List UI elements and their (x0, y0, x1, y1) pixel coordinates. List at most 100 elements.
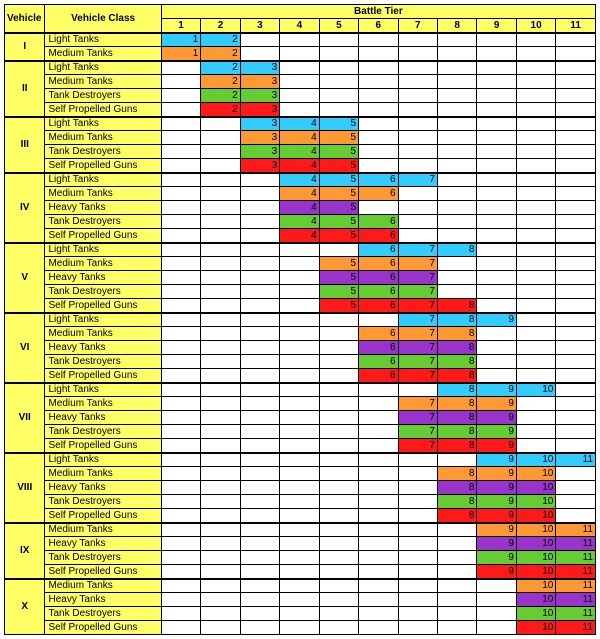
cell-bt-2 (201, 257, 240, 271)
cell-bt-2 (201, 229, 240, 243)
cell-bt-2 (201, 495, 240, 509)
cell-bt-1 (161, 411, 200, 425)
cell-bt-4 (280, 425, 319, 439)
cell-bt-8 (437, 523, 476, 537)
cell-bt-3 (240, 327, 279, 341)
cell-bt-4 (280, 257, 319, 271)
cell-bt-4 (280, 439, 319, 453)
cell-bt-2 (201, 523, 240, 537)
vehicle-class-label: Heavy Tanks (45, 481, 161, 495)
cell-bt-6: 6 (359, 355, 398, 369)
cell-bt-3 (240, 355, 279, 369)
vehicle-class-label: Tank Destroyers (45, 551, 161, 565)
cell-bt-2 (201, 425, 240, 439)
cell-bt-10 (516, 173, 555, 187)
cell-bt-2 (201, 579, 240, 593)
cell-bt-8: 8 (437, 495, 476, 509)
header-bt-6: 6 (359, 19, 398, 33)
cell-bt-2: 2 (201, 75, 240, 89)
cell-bt-1 (161, 285, 200, 299)
cell-bt-8: 8 (437, 397, 476, 411)
tier-IX-row-medium: IXMedium Tanks91011 (5, 523, 596, 537)
cell-bt-8: 8 (437, 439, 476, 453)
cell-bt-8: 8 (437, 411, 476, 425)
cell-bt-2: 2 (201, 103, 240, 117)
cell-bt-7 (398, 621, 437, 635)
cell-bt-7 (398, 215, 437, 229)
matchmaking-table: Vehicle Tier Vehicle Class Battle Tier 1… (4, 4, 596, 635)
cell-bt-7: 7 (398, 313, 437, 327)
cell-bt-2 (201, 271, 240, 285)
cell-bt-2 (201, 565, 240, 579)
cell-bt-9: 9 (477, 523, 516, 537)
cell-bt-4 (280, 271, 319, 285)
cell-bt-5: 5 (319, 285, 358, 299)
header-vehicle-class: Vehicle Class (45, 5, 161, 33)
cell-bt-9 (477, 607, 516, 621)
cell-bt-11 (556, 397, 596, 411)
cell-bt-2 (201, 621, 240, 635)
vehicle-class-label: Medium Tanks (45, 523, 161, 537)
cell-bt-8: 8 (437, 467, 476, 481)
cell-bt-8 (437, 285, 476, 299)
vehicle-tier-X: X (5, 579, 45, 635)
cell-bt-6: 6 (359, 243, 398, 257)
cell-bt-10 (516, 243, 555, 257)
cell-bt-4 (280, 355, 319, 369)
cell-bt-3 (240, 369, 279, 383)
cell-bt-9 (477, 89, 516, 103)
vehicle-class-label: Self Propelled Guns (45, 439, 161, 453)
cell-bt-1 (161, 117, 200, 131)
cell-bt-6 (359, 621, 398, 635)
header-bt-8: 8 (437, 19, 476, 33)
header-vehicle-tier: Vehicle Tier (5, 5, 45, 33)
cell-bt-4: 4 (280, 117, 319, 131)
cell-bt-5: 5 (319, 201, 358, 215)
cell-bt-4 (280, 523, 319, 537)
cell-bt-3 (240, 257, 279, 271)
vehicle-class-label: Self Propelled Guns (45, 369, 161, 383)
cell-bt-7 (398, 229, 437, 243)
cell-bt-5: 5 (319, 271, 358, 285)
cell-bt-2 (201, 327, 240, 341)
cell-bt-10 (516, 33, 555, 47)
cell-bt-10 (516, 131, 555, 145)
cell-bt-9: 9 (477, 397, 516, 411)
cell-bt-7: 7 (398, 369, 437, 383)
cell-bt-9: 9 (477, 481, 516, 495)
cell-bt-10 (516, 159, 555, 173)
cell-bt-5 (319, 61, 358, 75)
cell-bt-2 (201, 551, 240, 565)
cell-bt-9 (477, 327, 516, 341)
cell-bt-2 (201, 187, 240, 201)
cell-bt-3 (240, 201, 279, 215)
vehicle-tier-I: I (5, 33, 45, 61)
cell-bt-11 (556, 341, 596, 355)
cell-bt-8 (437, 117, 476, 131)
cell-bt-4: 4 (280, 187, 319, 201)
vehicle-class-label: Heavy Tanks (45, 537, 161, 551)
cell-bt-9: 9 (477, 467, 516, 481)
cell-bt-7 (398, 131, 437, 145)
cell-bt-8 (437, 173, 476, 187)
cell-bt-10 (516, 327, 555, 341)
cell-bt-4: 4 (280, 131, 319, 145)
cell-bt-6: 6 (359, 257, 398, 271)
cell-bt-6 (359, 495, 398, 509)
cell-bt-4: 4 (280, 215, 319, 229)
cell-bt-4 (280, 607, 319, 621)
cell-bt-2 (201, 509, 240, 523)
cell-bt-5 (319, 453, 358, 467)
cell-bt-2 (201, 173, 240, 187)
cell-bt-1 (161, 327, 200, 341)
vehicle-class-label: Medium Tanks (45, 579, 161, 593)
cell-bt-7 (398, 117, 437, 131)
cell-bt-3 (240, 341, 279, 355)
cell-bt-5 (319, 509, 358, 523)
cell-bt-6: 6 (359, 215, 398, 229)
cell-bt-11 (556, 89, 596, 103)
cell-bt-6: 6 (359, 285, 398, 299)
cell-bt-4 (280, 621, 319, 635)
cell-bt-10: 10 (516, 523, 555, 537)
tier-VI-row-medium: Medium Tanks678 (5, 327, 596, 341)
